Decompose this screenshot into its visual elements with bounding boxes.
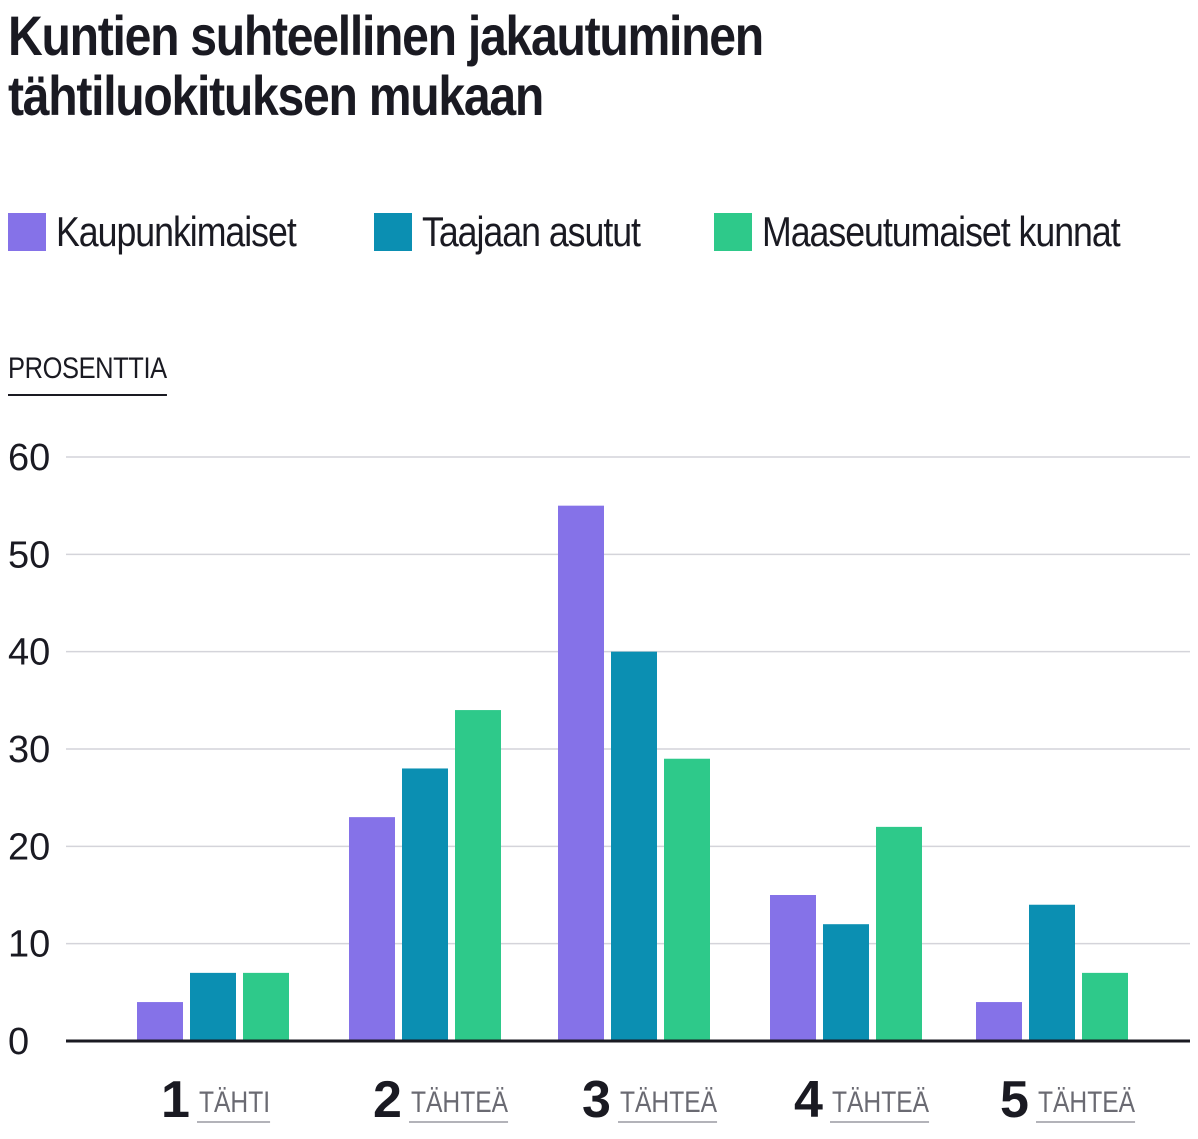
- legend-label: Kaupunkimaiset: [56, 208, 297, 255]
- x-tick-number: 2: [373, 1071, 402, 1129]
- bar: [611, 651, 657, 1041]
- y-tick-labels: 0 10 20 30 40 50 60: [8, 437, 50, 1063]
- bar: [190, 972, 236, 1041]
- bar: [243, 972, 289, 1041]
- x-tick-labels: 1 TÄHTI 2 TÄHTEÄ 3 TÄHTEÄ 4 TÄHTEÄ 5 TÄHTEÄ: [161, 1071, 1136, 1129]
- x-tick-label: 4 TÄHTEÄ: [794, 1071, 930, 1129]
- x-tick-word: TÄHTEÄ: [411, 1086, 508, 1119]
- bar: [823, 924, 869, 1041]
- y-tick-label: 40: [8, 632, 50, 674]
- bar: [770, 895, 816, 1041]
- x-tick-label: 3 TÄHTEÄ: [582, 1071, 718, 1129]
- y-tick-label: 30: [8, 729, 50, 771]
- x-tick-word: TÄHTEÄ: [620, 1086, 717, 1119]
- bars: [137, 505, 1128, 1042]
- legend: Kaupunkimaiset Taajaan asutut Maaseutuma…: [8, 208, 1198, 256]
- legend-item-kaupunkimaiset: Kaupunkimaiset: [8, 208, 338, 256]
- bar: [349, 817, 395, 1041]
- legend-item-taajaan-asutut: Taajaan asutut: [374, 208, 678, 256]
- x-tick-number: 1: [161, 1071, 190, 1129]
- legend-item-maaseutumaiset: Maaseutumaiset kunnat: [714, 208, 1183, 256]
- x-tick-word: TÄHTEÄ: [1038, 1086, 1135, 1119]
- y-tick-label: 50: [8, 534, 50, 576]
- x-tick-number: 4: [794, 1071, 823, 1129]
- bar: [402, 768, 448, 1041]
- x-tick-word: TÄHTI: [199, 1086, 270, 1119]
- y-tick-label: 20: [8, 826, 50, 868]
- legend-swatch: [374, 213, 413, 251]
- x-tick-number: 5: [1000, 1071, 1029, 1129]
- bar: [976, 1002, 1022, 1041]
- x-tick-label: 5 TÄHTEÄ: [1000, 1071, 1136, 1129]
- x-tick-label: 1 TÄHTI: [161, 1071, 271, 1129]
- bar: [664, 758, 710, 1041]
- legend-swatch: [714, 213, 753, 251]
- y-tick-label: 10: [8, 924, 50, 966]
- x-tick-word: TÄHTEÄ: [832, 1086, 929, 1119]
- bar: [455, 710, 501, 1041]
- bar: [876, 826, 922, 1041]
- y-tick-label: 60: [8, 437, 50, 479]
- bar: [558, 505, 604, 1042]
- legend-label: Taajaan asutut: [422, 208, 641, 255]
- y-tick-label: 0: [8, 1021, 29, 1063]
- chart-title: Kuntien suhteellinen jakautuminen tähtil…: [8, 4, 764, 127]
- bar: [137, 1002, 183, 1041]
- bar: [1082, 972, 1128, 1041]
- x-tick-number: 3: [582, 1071, 611, 1129]
- legend-label: Maaseutumaiset kunnat: [762, 208, 1121, 255]
- x-tick-label: 2 TÄHTEÄ: [373, 1071, 509, 1129]
- legend-swatch: [8, 213, 46, 251]
- y-axis-label: PROSENTTIA: [8, 352, 167, 396]
- bar: [1029, 904, 1075, 1041]
